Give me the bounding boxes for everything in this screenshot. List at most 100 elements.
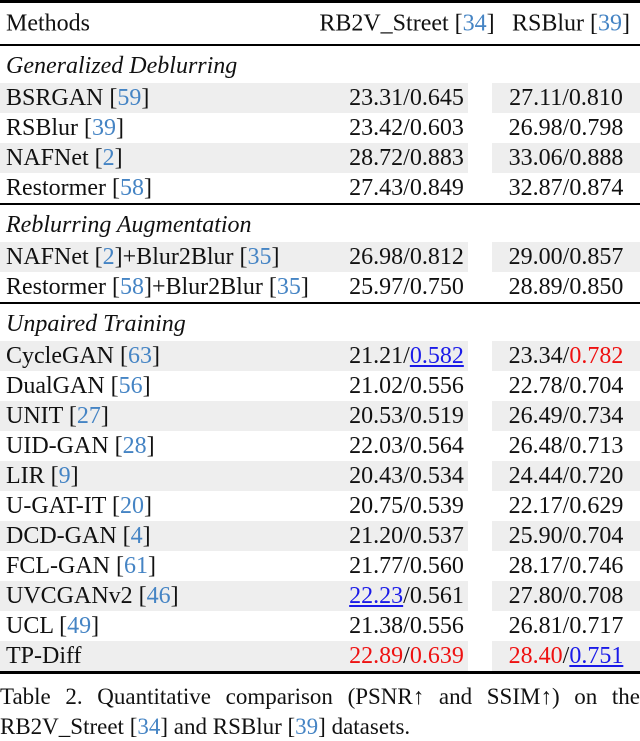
rb2v-street-value-cell: 20.53/0.519 [345, 401, 468, 431]
column-gap [468, 401, 492, 431]
section-title: Generalized Deblurring [6, 53, 238, 79]
bottom-rule [0, 671, 640, 674]
col-header-methods: Methods [6, 10, 90, 36]
method-cell: DCD-GAN [4] [0, 521, 345, 551]
method-cell: UNIT [27] [0, 401, 345, 431]
table-row: Restormer [58]+Blur2Blur [35] 25.97/0.750… [0, 272, 640, 302]
column-gap [468, 491, 492, 521]
table-caption: Table 2. Quantitative comparison (PSNR↑ … [0, 682, 640, 741]
citation-number: 27 [76, 403, 101, 429]
rb2v-street-value-cell: 25.97/0.750 [349, 274, 464, 300]
citation-number: 49 [67, 613, 92, 639]
column-gap [468, 461, 492, 491]
method-cell: TP-Diff [0, 641, 345, 671]
table-row: BSRGAN [59] 23.31/0.645 27.11/0.810 [0, 83, 640, 113]
column-gap [468, 143, 492, 173]
citation-number: 2 [102, 244, 115, 270]
rb2v-street-value-cell: 26.98/0.812 [345, 242, 468, 272]
col-header-rsblur: RSBlur [39] [511, 10, 631, 36]
rsblur-value-cell: 32.87/0.874 [508, 175, 624, 201]
top-rule [0, 0, 640, 3]
section-divider-rule [0, 302, 640, 304]
table-row: UVCGANv2 [46] 22.23/0.561 27.80/0.708 [0, 581, 640, 611]
highlighted-value: 0.582 [409, 343, 464, 369]
rsblur-value-cell: 25.90/0.704 [492, 521, 640, 551]
rb2v-street-value-cell: 20.75/0.539 [349, 493, 464, 519]
rb2v-street-value-cell: 21.02/0.556 [349, 373, 464, 399]
citation-number: 58 [119, 274, 144, 300]
table-header-row: Methods RB2V_Street [34] RSBlur [39] [0, 3, 640, 44]
rb2v-street-value-cell: 21.77/0.560 [349, 553, 464, 579]
caption-line-1: Table 2. Quantitative comparison (PSNR↑ … [0, 684, 640, 709]
rsblur-value-cell: 28.17/0.746 [508, 553, 624, 579]
table-row: RSBlur [39] 23.42/0.603 26.98/0.798 [0, 113, 640, 143]
section-title: Reblurring Augmentation [6, 212, 252, 238]
citation-number: 20 [120, 493, 144, 519]
rb2v-street-value-cell: 28.72/0.883 [345, 143, 468, 173]
rsblur-value-cell: 26.81/0.717 [508, 613, 624, 639]
rb2v-street-value-cell: 22.23/0.561 [345, 581, 468, 611]
rb2v-street-value-cell: 22.89/0.639 [345, 641, 468, 671]
highlighted-value: 0.751 [569, 643, 624, 669]
column-gap [468, 173, 492, 203]
method-cell: DualGAN [56] [6, 373, 151, 399]
table-row: LIR [9] 20.43/0.534 24.44/0.720 [0, 461, 640, 491]
citation-number: 39 [598, 10, 623, 36]
citation-number: 34 [137, 714, 161, 739]
citation-number: 35 [276, 274, 301, 300]
section-title: Unpaired Training [6, 311, 186, 337]
highlighted-value: 22.89 [349, 643, 404, 669]
citation-number: 39 [295, 714, 319, 739]
rb2v-street-value-cell: 21.20/0.537 [345, 521, 468, 551]
method-cell: UCL [49] [6, 613, 100, 639]
section-divider-rule [0, 203, 640, 205]
table-row: CycleGAN [63] 21.21/0.582 23.34/0.782 [0, 341, 640, 371]
column-gap [468, 611, 492, 641]
column-gap [468, 272, 492, 302]
column-gap [468, 83, 492, 113]
method-cell: Restormer [58]+Blur2Blur [35] [6, 274, 309, 300]
column-gap [468, 641, 492, 671]
highlighted-value: 0.639 [409, 643, 464, 669]
column-gap [468, 341, 492, 371]
citation-number: 61 [124, 553, 148, 579]
column-gap [468, 371, 492, 401]
citation-number: 4 [130, 523, 143, 549]
column-gap [468, 113, 492, 143]
method-cell: BSRGAN [59] [0, 83, 345, 113]
column-gap [468, 242, 492, 272]
rsblur-value-cell: 24.44/0.720 [492, 461, 640, 491]
rsblur-value-cell: 22.17/0.629 [508, 493, 624, 519]
table-row: FCL-GAN [61] 21.77/0.560 28.17/0.746 [0, 551, 640, 581]
column-gap [468, 431, 492, 461]
rsblur-value-cell: 28.40/0.751 [492, 641, 640, 671]
citation-number: 9 [58, 463, 71, 489]
method-cell: U-GAT-IT [20] [6, 493, 152, 519]
method-cell: NAFNet [2]+Blur2Blur [35] [0, 242, 345, 272]
highlighted-value: 28.40 [508, 643, 563, 669]
table-row: NAFNet [2] 28.72/0.883 33.06/0.888 [0, 143, 640, 173]
citation-number: 34 [462, 10, 487, 36]
citation-number: 58 [119, 175, 144, 201]
table-body: Generalized Deblurring BSRGAN [59] 23.31/0… [0, 46, 640, 671]
rsblur-value-cell: 28.89/0.850 [508, 274, 624, 300]
table-row: UID-GAN [28] 22.03/0.564 26.48/0.713 [0, 431, 640, 461]
rb2v-street-value-cell: 23.31/0.645 [345, 83, 468, 113]
table-row: DualGAN [56] 21.02/0.556 22.78/0.704 [0, 371, 640, 401]
citation-number: 2 [102, 145, 115, 171]
rsblur-value-cell: 26.49/0.734 [492, 401, 640, 431]
table-row: DCD-GAN [4] 21.20/0.537 25.90/0.704 [0, 521, 640, 551]
rsblur-value-cell: 23.34/0.782 [492, 341, 640, 371]
rsblur-value-cell: 33.06/0.888 [492, 143, 640, 173]
results-table: Methods RB2V_Street [34] RSBlur [39] Gen… [0, 0, 640, 674]
citation-number: 56 [118, 373, 143, 399]
highlighted-value: 0.782 [569, 343, 624, 369]
table-row: Restormer [58] 27.43/0.849 32.87/0.874 [0, 173, 640, 203]
rsblur-value-cell: 22.78/0.704 [508, 373, 624, 399]
table-row: UNIT [27] 20.53/0.519 26.49/0.734 [0, 401, 640, 431]
method-cell: FCL-GAN [61] [6, 553, 156, 579]
rb2v-street-value-cell: 21.38/0.556 [349, 613, 464, 639]
table-row: UCL [49] 21.38/0.556 26.81/0.717 [0, 611, 640, 641]
citation-number: 46 [146, 583, 171, 609]
table-row: NAFNet [2]+Blur2Blur [35] 26.98/0.812 29.0… [0, 242, 640, 272]
